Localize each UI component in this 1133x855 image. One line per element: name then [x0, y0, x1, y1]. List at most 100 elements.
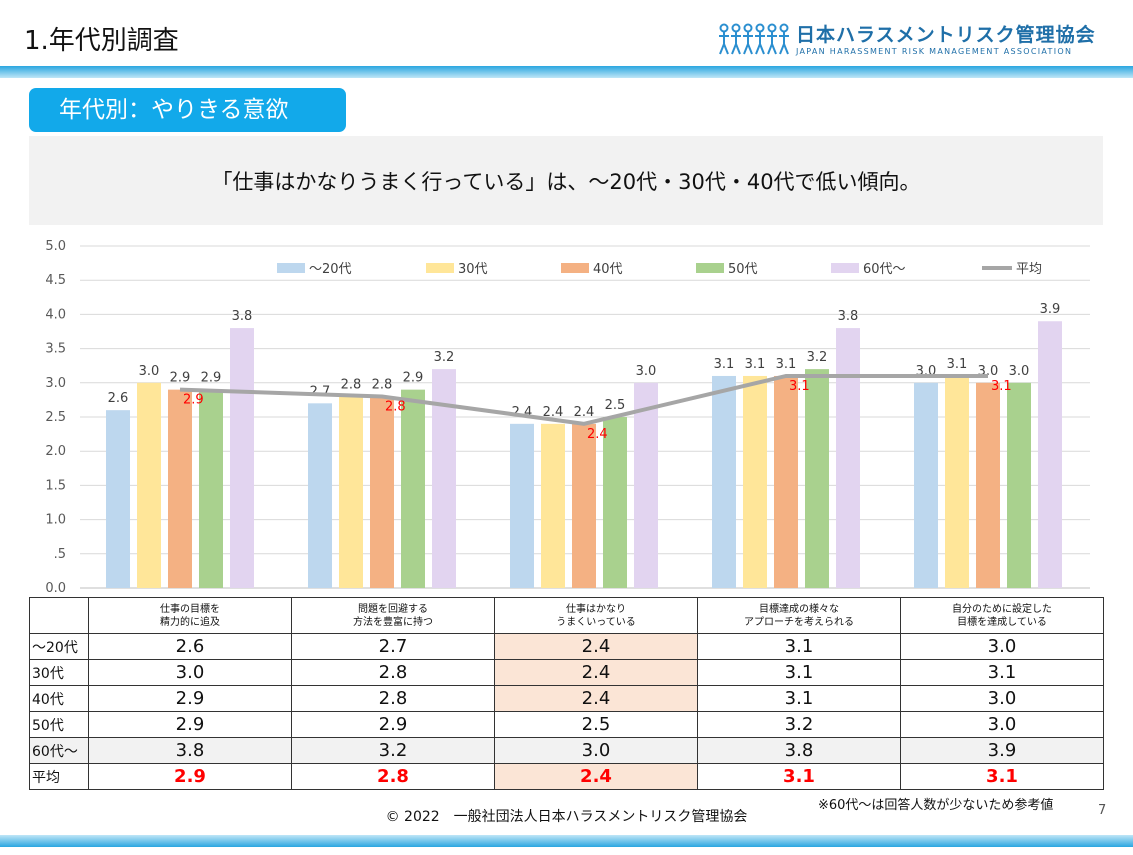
- bar-chart: 0.0 .5 1.0 1.5 2.0 2.5 3.0 3.5 4.0 4.5 5.0 2.6 3.0 2.…: [45, 239, 1090, 596]
- table-cell: 3.0: [494, 737, 698, 764]
- legend-label: ～20代: [309, 262, 352, 277]
- row-label: ～20代: [29, 633, 89, 660]
- summary-box: 「仕事はかなりうまく行っている」は、～20代・30代・40代で低い傾向。: [29, 136, 1103, 225]
- table-cell: 3.2: [291, 737, 495, 764]
- table-cell: 3.8: [88, 737, 292, 764]
- table-cell: 3.1: [697, 659, 901, 686]
- bar: [510, 423, 534, 588]
- table-cell: 2.8: [291, 763, 495, 790]
- row-label: 60代～: [29, 737, 89, 764]
- table-cell: 2.6: [88, 633, 292, 660]
- table-column-header: 問題を回避する 方法を豊富に持つ: [291, 597, 495, 634]
- bar: [168, 389, 192, 588]
- table-row: ～20代 2.6 2.7 2.4 3.1 3.0: [29, 633, 1104, 660]
- table-corner: [29, 597, 89, 634]
- column-header-line: 目標達成の様々な: [759, 603, 839, 615]
- table-column-header: 目標達成の様々な アプローチを考えられる: [697, 597, 901, 634]
- table-row: 50代 2.9 2.9 2.5 3.2 3.0: [29, 711, 1104, 738]
- y-tick-label: 1.0: [45, 513, 66, 528]
- bar: [1038, 321, 1062, 588]
- bar-data-label: 2.5: [605, 398, 626, 413]
- bar-data-label: 3.2: [434, 350, 455, 365]
- legend-label: 60代～: [863, 262, 906, 277]
- table-cell: 2.9: [88, 711, 292, 738]
- table-row: 平均 2.9 2.8 2.4 3.1 3.1: [29, 763, 1104, 790]
- bar: [1007, 382, 1031, 588]
- bar: [805, 369, 829, 588]
- bar-data-label: 3.2: [807, 350, 828, 365]
- bar-data-label: 3.0: [636, 364, 657, 379]
- table-cell: 2.9: [88, 685, 292, 712]
- table-cell: 2.8: [291, 659, 495, 686]
- table-cell: 2.9: [88, 763, 292, 790]
- people-logo-icon: [719, 23, 789, 55]
- y-tick-label: 4.5: [45, 273, 66, 288]
- table-cell: 3.1: [900, 763, 1104, 790]
- legend-swatch: [831, 263, 859, 273]
- legend-label: 平均: [1016, 262, 1042, 277]
- bar-data-label: 3.0: [1009, 364, 1030, 379]
- table-cell: 2.4: [494, 633, 698, 660]
- bar: [308, 403, 332, 588]
- column-header-line: 自分のために設定した: [952, 603, 1052, 615]
- org-name: 日本ハラスメントリスク管理協会: [796, 24, 1096, 46]
- section-label: 年代別：やりきる意欲: [29, 88, 346, 132]
- header-band: [0, 66, 1133, 78]
- bar-data-label: 3.1: [776, 357, 797, 372]
- table-cell: 2.4: [494, 659, 698, 686]
- table-cell: 3.1: [697, 685, 901, 712]
- legend-label: 30代: [458, 262, 488, 277]
- bar-data-label: 3.1: [947, 357, 968, 372]
- table-cell: 2.9: [291, 711, 495, 738]
- bar: [634, 382, 658, 588]
- table-row: 40代 2.9 2.8 2.4 3.1 3.0: [29, 685, 1104, 712]
- bar-data-label: 3.1: [745, 357, 766, 372]
- average-data-label: 2.4: [587, 427, 608, 442]
- column-header-line: 方法を豊富に持つ: [353, 616, 433, 628]
- table-cell: 3.0: [900, 685, 1104, 712]
- bar-data-label: 2.8: [372, 377, 393, 392]
- column-header-line: 精力的に追及: [160, 616, 220, 628]
- table-cell: 3.1: [900, 659, 1104, 686]
- copyright: © 2022 一般社団法人日本ハラスメントリスク管理協会: [385, 809, 748, 825]
- table-cell: 3.0: [900, 633, 1104, 660]
- row-label: 50代: [29, 711, 89, 738]
- y-tick-label: 4.0: [45, 307, 66, 322]
- table-cell: 3.0: [900, 711, 1104, 738]
- bar-data-label: 2.4: [543, 405, 564, 420]
- bar-data-label: 2.9: [201, 371, 222, 386]
- table-cell: 3.8: [697, 737, 901, 764]
- bar: [743, 375, 767, 588]
- bar: [199, 389, 223, 588]
- bar-data-label: 2.9: [170, 371, 191, 386]
- org-name-en: JAPAN HARASSMENT RISK MANAGEMENT ASSOCIA…: [796, 47, 1073, 56]
- average-data-label: 3.1: [789, 379, 810, 394]
- table-column-header: 仕事の目標を 精力的に追及: [88, 597, 292, 634]
- bar: [370, 396, 394, 588]
- y-tick-label: 5.0: [45, 239, 66, 254]
- page-number: 7: [1098, 803, 1107, 818]
- table-cell: 2.4: [494, 763, 698, 790]
- bar-data-label: 3.8: [232, 309, 253, 324]
- table-column-header: 仕事はかなり うまくいっている: [494, 597, 698, 634]
- bar-data-label: 2.7: [310, 384, 331, 399]
- legend-label: 40代: [593, 262, 623, 277]
- data-table: 仕事の目標を 精力的に追及 問題を回避する 方法を豊富に持つ 仕事はかなり うまくいってい…: [29, 597, 1104, 790]
- footnote: ※60代～は回答人数が少ないため参考値: [818, 798, 1054, 813]
- legend-swatch: [426, 263, 454, 273]
- legend-swatch: [561, 263, 589, 273]
- table-cell: 3.1: [697, 763, 901, 790]
- table-cell: 3.2: [697, 711, 901, 738]
- row-label: 40代: [29, 685, 89, 712]
- bar: [401, 389, 425, 588]
- bar-data-label: 3.9: [1040, 302, 1061, 317]
- bar-data-label: 2.8: [341, 377, 362, 392]
- bar: [945, 375, 969, 588]
- table-column-header: 自分のために設定した 目標を達成している: [900, 597, 1104, 634]
- bar: [603, 417, 627, 588]
- bar: [230, 328, 254, 588]
- column-header-line: うまくいっている: [556, 616, 636, 628]
- table-row: 60代～ 3.8 3.2 3.0 3.8 3.9: [29, 737, 1104, 764]
- y-tick-label: 0.0: [45, 581, 66, 596]
- bar: [137, 382, 161, 588]
